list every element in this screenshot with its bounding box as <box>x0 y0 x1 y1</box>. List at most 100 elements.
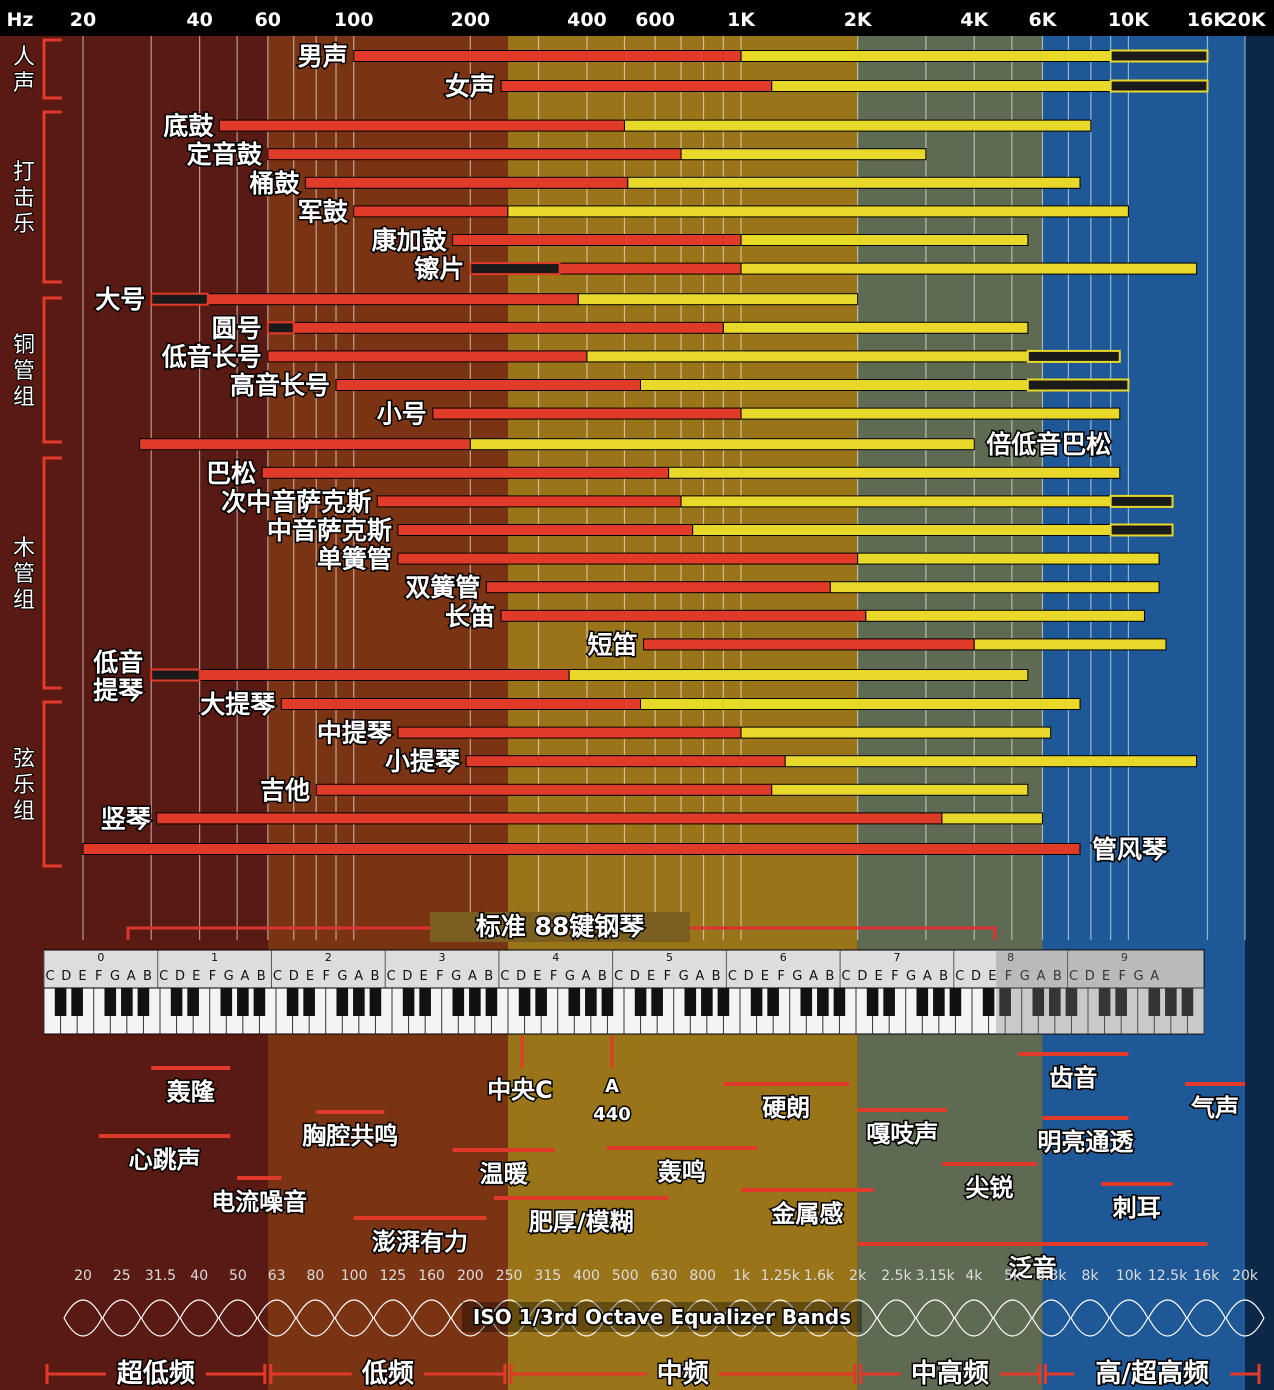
black-key <box>1032 988 1045 1016</box>
black-key <box>767 988 779 1016</box>
black-key <box>916 988 929 1016</box>
sound-word-label: 尖锐 <box>965 1174 1013 1202</box>
note-letter: D <box>744 969 754 984</box>
eq-wave <box>412 1317 452 1337</box>
band-3 <box>507 36 858 1390</box>
sound-word-label: 金属感 <box>770 1200 843 1228</box>
eq-band-label: 160 <box>418 1268 445 1284</box>
bar-harmonics <box>577 293 859 306</box>
group-bracket <box>42 296 62 444</box>
bar-harmonics <box>865 609 1145 622</box>
eq-wave <box>605 1299 645 1319</box>
eq-band-label: 16k <box>1193 1268 1220 1284</box>
note-letter: B <box>825 969 834 984</box>
top-tick-label: 100 <box>334 9 374 31</box>
eq-wave <box>683 1317 723 1337</box>
eq-wave <box>1225 1299 1265 1319</box>
group-label: 组 <box>13 385 35 410</box>
note-letter: E <box>533 969 541 984</box>
bar-fundamental <box>335 379 642 391</box>
eq-wave <box>63 1299 103 1319</box>
black-key <box>568 988 581 1016</box>
bar-harmonics <box>740 262 1198 275</box>
note-letter: D <box>402 969 412 984</box>
bar-fundamental <box>485 581 831 594</box>
instrument-label: 低音 <box>92 648 143 677</box>
eq-band-label: 5k <box>1004 1268 1022 1284</box>
eq-wave <box>257 1299 297 1319</box>
note-letter: F <box>436 969 443 984</box>
black-key <box>104 988 117 1016</box>
instrument-label: 双簧管 <box>405 573 480 602</box>
eq-wave <box>954 1317 994 1337</box>
eq-wave <box>915 1299 955 1319</box>
eq-band-label: 31.5 <box>145 1268 176 1284</box>
eq-band-label: 100 <box>341 1268 368 1284</box>
bar-fundamental <box>643 638 975 651</box>
note-letter: E <box>306 969 314 984</box>
bar-fundamental <box>261 466 670 479</box>
octave-number: 3 <box>439 951 446 964</box>
note-letter: C <box>387 969 396 984</box>
top-tick-label: 1K <box>727 9 756 31</box>
group-bracket <box>42 38 62 100</box>
a-label: A <box>605 1076 619 1097</box>
note-letter: D <box>61 969 71 984</box>
bar-fundamental <box>397 726 742 739</box>
note-letter: G <box>906 969 916 984</box>
range-label-bg <box>900 1354 1001 1388</box>
bar-harmonics <box>568 669 1029 681</box>
eq-wave <box>295 1299 335 1319</box>
black-key <box>369 988 382 1016</box>
bar-harmonics <box>941 812 1043 825</box>
instrument-label: 镲片 <box>414 255 464 284</box>
bar-fundamental <box>280 698 642 710</box>
instrument-label: 吉他 <box>260 776 310 805</box>
note-letter: F <box>891 969 898 984</box>
black-key <box>485 988 498 1016</box>
group-label: 弦 <box>13 747 35 772</box>
eq-band-label: 315 <box>534 1268 561 1284</box>
instrument-label: 长笛 <box>445 602 495 631</box>
eq-band-label: 63 <box>268 1268 286 1284</box>
top-tick-label: 20K <box>1224 9 1266 31</box>
bar-fundamental <box>267 148 682 161</box>
eq-wave <box>954 1299 994 1319</box>
note-letter: F <box>95 969 102 984</box>
eq-wave <box>489 1317 529 1337</box>
note-letter: A <box>923 969 932 984</box>
black-key <box>121 988 133 1016</box>
group-label: 人 <box>13 45 35 70</box>
eq-wave <box>644 1317 684 1337</box>
note-letter: C <box>614 969 623 984</box>
eq-band-label: 12.5k <box>1148 1268 1188 1284</box>
eq-wave <box>218 1317 258 1337</box>
top-tick-label: 200 <box>450 9 490 31</box>
note-letter: D <box>971 969 981 984</box>
top-tick-label: 2K <box>844 9 873 31</box>
eq-wave <box>605 1317 645 1337</box>
sound-word-label: 胸腔共鸣 <box>302 1122 398 1150</box>
sound-word-label: 温暖 <box>480 1160 529 1188</box>
note-letter: D <box>516 969 526 984</box>
eq-title-bg <box>462 1302 862 1332</box>
group-label: 乐 <box>13 773 35 798</box>
note-letter: C <box>955 969 964 984</box>
black-key <box>701 988 713 1016</box>
eq-band-label: 50 <box>229 1268 247 1284</box>
group-bracket <box>42 456 62 690</box>
eq-band-label: 25 <box>113 1268 131 1284</box>
black-key <box>253 988 266 1016</box>
group-label: 打 <box>13 160 35 185</box>
eq-wave <box>450 1299 490 1319</box>
eq-wave <box>1031 1299 1071 1319</box>
bar-harmonics <box>740 726 1052 739</box>
eq-wave <box>1147 1299 1188 1319</box>
black-key <box>237 988 249 1016</box>
bar-fundamental <box>139 438 471 451</box>
eq-wave <box>721 1299 761 1319</box>
eq-band-label: 8k <box>1082 1268 1100 1284</box>
note-letter: F <box>1119 969 1126 984</box>
instrument-label: 大号 <box>95 285 145 314</box>
